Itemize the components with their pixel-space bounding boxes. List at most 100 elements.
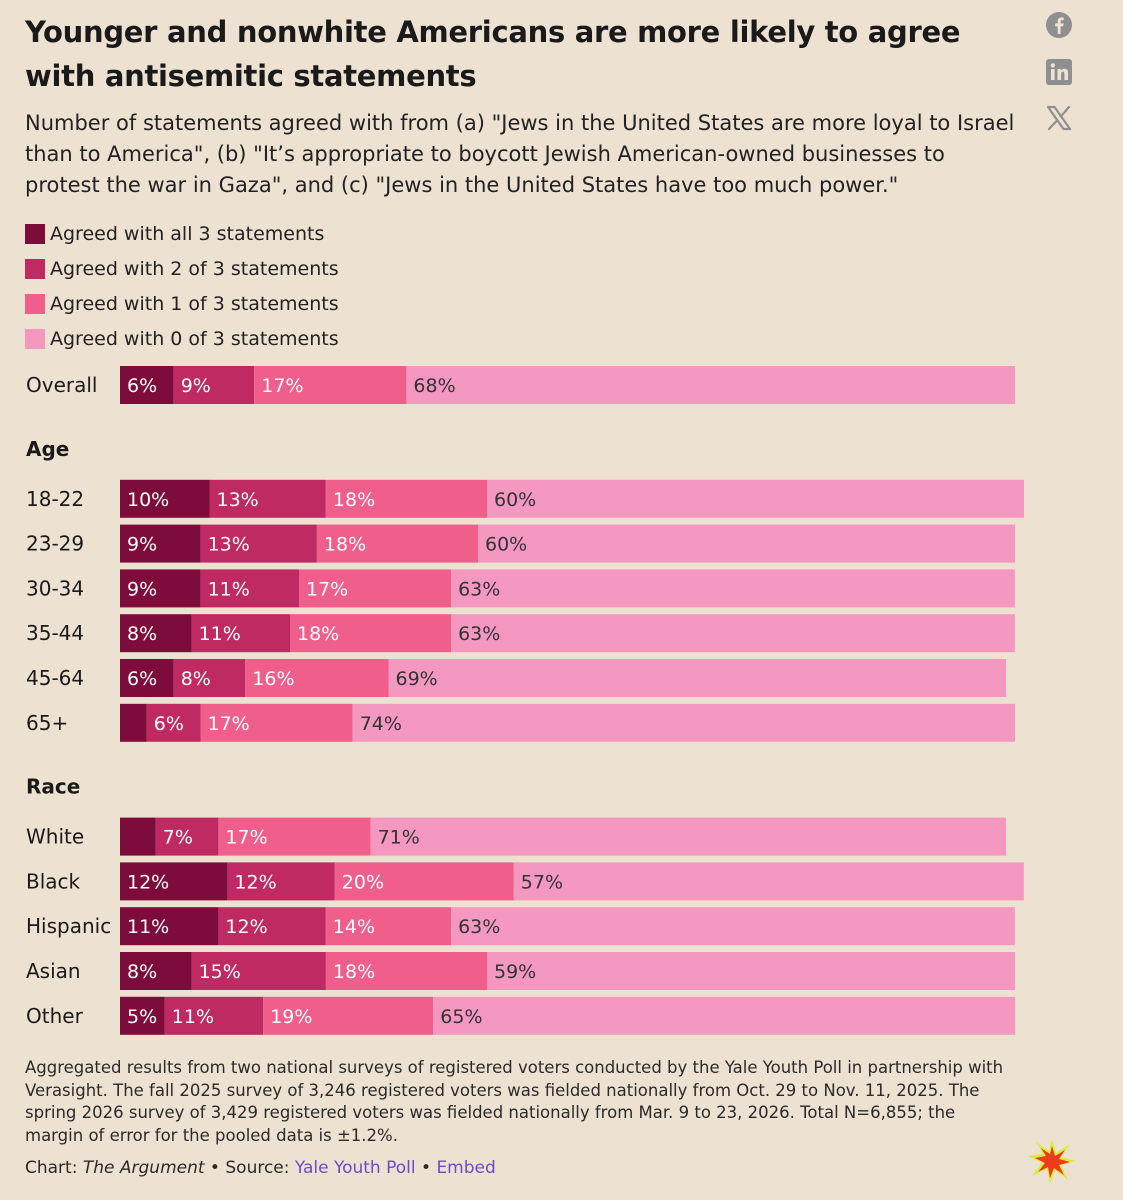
stacked-bar-chart: Overall 6% 9% 17% 68% Age 18-22 10% 13% 18% 60% 23-…: [26, 366, 1024, 1035]
bar-segment-35-44-2: [290, 614, 452, 653]
x-icon[interactable]: [1044, 103, 1074, 133]
bar-segment-black-0: [120, 862, 228, 901]
data-label-white-2: 17%: [225, 827, 267, 849]
bar-segment-black-3: [513, 862, 1024, 901]
legend-item-2-of-3: Agreed with 2 of 3 statements: [25, 251, 339, 286]
bar-segment-hispanic-2: [325, 907, 452, 946]
data-label-asian-2: 18%: [333, 961, 375, 983]
legend-item-all-3: Agreed with all 3 statements: [25, 216, 339, 251]
bar-segment-other-2: [263, 996, 434, 1035]
data-label-23-29-0: 9%: [127, 534, 157, 556]
bar-segment-other-1: [164, 996, 264, 1035]
embed-link[interactable]: Embed: [436, 1158, 496, 1178]
data-label-30-34-2: 17%: [306, 578, 348, 600]
bar-segment-hispanic-1: [218, 907, 326, 946]
data-label-asian-0: 8%: [127, 961, 157, 983]
row-label-asian: Asian: [26, 959, 81, 983]
group-title-race: Race: [26, 775, 80, 799]
data-label-hispanic-1: 12%: [225, 916, 267, 938]
data-label-35-44-3: 63%: [458, 623, 500, 645]
data-label-overall-0: 6%: [127, 375, 157, 397]
bar-segment-asian-3: [487, 952, 1015, 990]
bar-segment-asian-1: [191, 952, 326, 990]
bar-segment-18-22-3: [487, 479, 1024, 518]
legend-swatch: [25, 293, 45, 314]
row-label-23-29: 23-29: [26, 532, 84, 556]
data-label-30-34-1: 11%: [208, 578, 250, 600]
data-label-other-3: 65%: [440, 1006, 482, 1028]
data-label-18-22-2: 18%: [333, 489, 375, 511]
legend-item-0-of-3: Agreed with 0 of 3 statements: [25, 321, 339, 356]
legend-swatch: [25, 258, 45, 279]
data-label-23-29-1: 13%: [208, 534, 250, 556]
bar-segment-overall-3: [406, 366, 1015, 404]
bar-segment-30-34-3: [451, 569, 1015, 608]
bar-segment-35-44-0: [120, 614, 192, 653]
data-label-overall-3: 68%: [413, 375, 455, 397]
footnote: Aggregated results from two national sur…: [25, 1058, 1004, 1145]
bar-segment-overall-1: [173, 366, 255, 404]
bar-segment-30-34-1: [200, 569, 299, 608]
bar-segment-asian-0: [120, 952, 192, 990]
data-label-30-34-0: 9%: [127, 578, 157, 600]
data-label-35-44-1: 11%: [199, 623, 241, 645]
bar-segment-overall-2: [254, 366, 407, 404]
starburst-logo-icon: [1028, 1139, 1076, 1184]
bar-segment-45-64-2: [245, 659, 389, 697]
row-label-65-: 65+: [26, 711, 68, 735]
data-label-35-44-2: 18%: [297, 623, 339, 645]
source-link[interactable]: Yale Youth Poll: [294, 1158, 416, 1178]
data-label-23-29-3: 60%: [485, 534, 527, 556]
bar-segment-65--3: [352, 703, 1015, 742]
bar-segment-black-2: [334, 862, 514, 901]
data-label-other-1: 11%: [172, 1006, 214, 1028]
row-label-white: White: [26, 825, 84, 849]
data-label-45-64-3: 69%: [396, 668, 438, 690]
bar-segment-30-34-2: [299, 569, 452, 608]
data-label-white-3: 71%: [378, 827, 420, 849]
bar-segment-black-1: [227, 862, 335, 901]
legend: Agreed with all 3 statements Agreed with…: [25, 216, 339, 356]
data-label-asian-1: 15%: [199, 961, 241, 983]
data-label-overall-1: 9%: [181, 375, 211, 397]
bar-segment-white-3: [370, 817, 1007, 856]
row-label-overall: Overall: [26, 373, 97, 397]
row-label-35-44: 35-44: [26, 621, 84, 645]
bar-segment-23-29-0: [120, 524, 201, 563]
data-label-black-1: 12%: [234, 871, 276, 893]
bar-segment-65--2: [200, 703, 353, 742]
bar-segment-30-34-0: [120, 569, 201, 608]
bar-segment-other-3: [433, 996, 1016, 1035]
bar-segment-18-22-1: [209, 479, 326, 518]
bar-segment-65--1: [146, 703, 201, 742]
bar-segment-45-64-1: [173, 659, 246, 697]
data-label-black-3: 57%: [521, 871, 563, 893]
legend-label: Agreed with 2 of 3 statements: [50, 257, 339, 280]
data-label-18-22-3: 60%: [494, 489, 536, 511]
legend-label: Agreed with 0 of 3 statements: [50, 327, 339, 350]
data-label-65--3: 74%: [360, 713, 402, 735]
bar-segment-35-44-3: [451, 614, 1015, 653]
data-label-overall-2: 17%: [261, 375, 303, 397]
chart-title: Younger and nonwhite Americans are more …: [25, 15, 961, 93]
data-label-asian-3: 59%: [494, 961, 536, 983]
row-label-other: Other: [26, 1004, 84, 1028]
data-label-65--2: 17%: [208, 713, 250, 735]
data-label-hispanic-0: 11%: [127, 916, 169, 938]
data-label-30-34-3: 63%: [458, 578, 500, 600]
data-label-hispanic-3: 63%: [458, 916, 500, 938]
facebook-icon[interactable]: [1044, 10, 1074, 40]
row-label-18-22: 18-22: [26, 487, 84, 511]
linkedin-icon[interactable]: [1044, 57, 1074, 87]
data-label-23-29-2: 18%: [324, 534, 366, 556]
data-label-black-2: 20%: [342, 871, 384, 893]
bar-segment-18-22-2: [325, 479, 487, 518]
bar-segment-white-2: [218, 817, 371, 856]
data-label-45-64-1: 8%: [181, 668, 211, 690]
data-label-hispanic-2: 14%: [333, 916, 375, 938]
data-label-18-22-0: 10%: [127, 489, 169, 511]
row-label-45-64: 45-64: [26, 666, 84, 690]
chart-credit-prefix: Chart:: [25, 1158, 83, 1178]
bar-segment-45-64-0: [120, 659, 174, 697]
data-label-other-0: 5%: [127, 1006, 157, 1028]
